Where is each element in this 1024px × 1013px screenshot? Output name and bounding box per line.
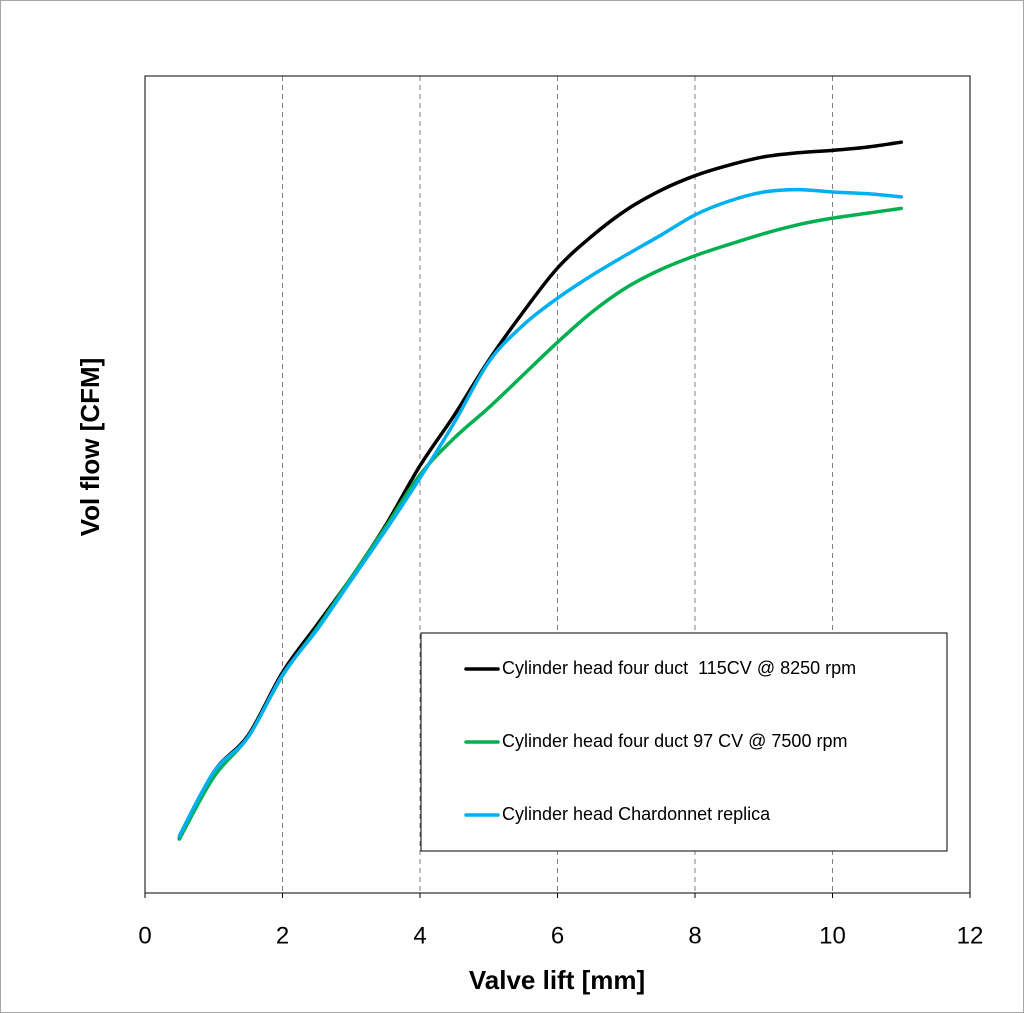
x-tick-label: 10 (819, 922, 846, 949)
x-tick-label: 8 (688, 922, 701, 949)
x-axis-label: Valve lift [mm] (469, 965, 645, 995)
series-line (177, 140, 903, 841)
x-tick-label: 0 (138, 922, 151, 949)
series-line (177, 187, 903, 838)
legend-label: Cylinder head four duct 97 CV @ 7500 rpm (502, 731, 847, 751)
x-tick-label: 6 (551, 922, 564, 949)
x-tick-label: 4 (413, 922, 426, 949)
legend-label: Cylinder head four duct 115CV @ 8250 rpm (502, 658, 856, 678)
y-axis-label: Vol flow [CFM] (75, 358, 105, 537)
x-tick-label: 12 (957, 922, 984, 949)
x-tick-label: 2 (276, 922, 289, 949)
legend (420, 632, 948, 852)
legend-label: Cylinder head Chardonnet replica (502, 804, 771, 824)
